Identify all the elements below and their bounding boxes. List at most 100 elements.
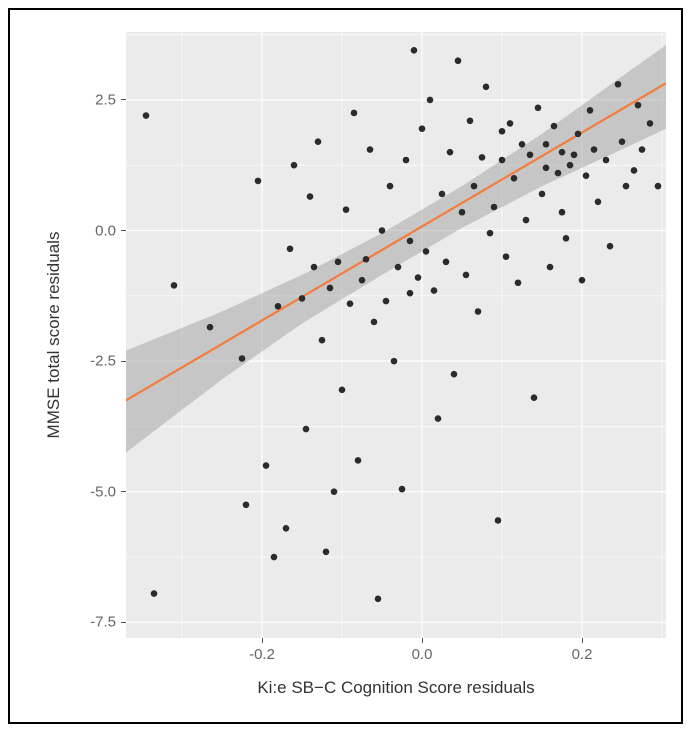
x-tick-mark xyxy=(262,638,263,643)
data-point xyxy=(407,290,414,297)
y-tick-label: -5.0 xyxy=(90,483,116,500)
data-point xyxy=(395,264,402,271)
data-point xyxy=(399,486,406,493)
data-point xyxy=(463,272,470,279)
data-point xyxy=(571,151,578,158)
data-point xyxy=(595,198,602,205)
data-point xyxy=(283,525,290,532)
data-point xyxy=(655,183,662,190)
x-tick-mark xyxy=(422,638,423,643)
data-point xyxy=(499,157,506,164)
data-point xyxy=(487,230,494,237)
y-tick-label: 0.0 xyxy=(95,222,116,239)
y-tick-mark xyxy=(121,622,126,623)
data-point xyxy=(647,120,654,127)
data-point xyxy=(255,178,262,185)
data-point xyxy=(543,141,550,148)
data-point xyxy=(555,170,562,177)
data-point xyxy=(483,84,490,91)
data-point xyxy=(207,324,214,331)
data-point xyxy=(531,394,538,401)
data-point xyxy=(363,256,370,263)
data-point xyxy=(591,146,598,153)
data-point xyxy=(543,165,550,172)
data-point xyxy=(367,146,374,153)
data-point xyxy=(639,146,646,153)
data-point xyxy=(311,264,318,271)
x-tick-label: 0.0 xyxy=(412,646,433,663)
data-point xyxy=(535,104,542,111)
data-point xyxy=(383,298,390,305)
data-point xyxy=(559,209,566,216)
data-point xyxy=(575,131,582,138)
y-tick-mark xyxy=(121,99,126,100)
data-point xyxy=(415,274,422,281)
data-point xyxy=(615,81,622,88)
data-point xyxy=(551,123,558,130)
data-point xyxy=(327,285,334,292)
x-tick-mark xyxy=(582,638,583,643)
data-point xyxy=(539,191,546,198)
data-point xyxy=(515,279,522,286)
data-point xyxy=(423,248,430,255)
data-point xyxy=(559,149,566,156)
data-point xyxy=(331,488,338,495)
data-point xyxy=(427,97,434,104)
data-point xyxy=(391,358,398,365)
data-point xyxy=(607,243,614,250)
data-point xyxy=(519,141,526,148)
data-point xyxy=(335,259,342,266)
data-point xyxy=(411,47,418,54)
data-point xyxy=(471,183,478,190)
data-point xyxy=(455,57,462,64)
y-tick-mark xyxy=(121,491,126,492)
data-point xyxy=(403,157,410,164)
data-point xyxy=(579,277,586,284)
data-point xyxy=(523,217,530,224)
data-point xyxy=(547,264,554,271)
data-point xyxy=(343,206,350,213)
data-point xyxy=(263,462,270,469)
data-point xyxy=(319,337,326,344)
data-point xyxy=(507,120,514,127)
data-point xyxy=(479,154,486,161)
data-point xyxy=(587,107,594,114)
x-axis-label: Ki:e SB−C Cognition Score residuals xyxy=(257,678,534,698)
data-point xyxy=(443,259,450,266)
data-point xyxy=(291,162,298,169)
data-point xyxy=(151,590,158,597)
data-point xyxy=(567,162,574,169)
data-point xyxy=(431,287,438,294)
data-point xyxy=(271,554,278,561)
data-point xyxy=(603,157,610,164)
x-tick-label: 0.2 xyxy=(572,646,593,663)
data-point xyxy=(419,125,426,132)
y-axis-label: MMSE total score residuals xyxy=(44,232,64,439)
data-point xyxy=(495,517,502,524)
data-point xyxy=(387,183,394,190)
data-point xyxy=(447,149,454,156)
plot-area xyxy=(126,32,666,638)
data-point xyxy=(243,501,250,508)
data-point xyxy=(459,209,466,216)
data-point xyxy=(435,415,442,422)
data-point xyxy=(631,167,638,174)
data-point xyxy=(275,303,282,310)
data-point xyxy=(407,238,414,245)
data-point xyxy=(379,227,386,234)
data-point xyxy=(635,102,642,109)
data-point xyxy=(323,549,330,556)
data-point xyxy=(143,112,150,119)
data-point xyxy=(239,355,246,362)
data-point xyxy=(303,426,310,433)
data-point xyxy=(347,300,354,307)
data-point xyxy=(359,277,366,284)
data-point xyxy=(171,282,178,289)
data-point xyxy=(583,172,590,179)
data-point xyxy=(315,138,322,145)
data-point xyxy=(307,193,314,200)
data-point xyxy=(563,235,570,242)
data-point xyxy=(375,596,382,603)
data-point xyxy=(287,246,294,253)
y-tick-label: 2.5 xyxy=(95,91,116,108)
